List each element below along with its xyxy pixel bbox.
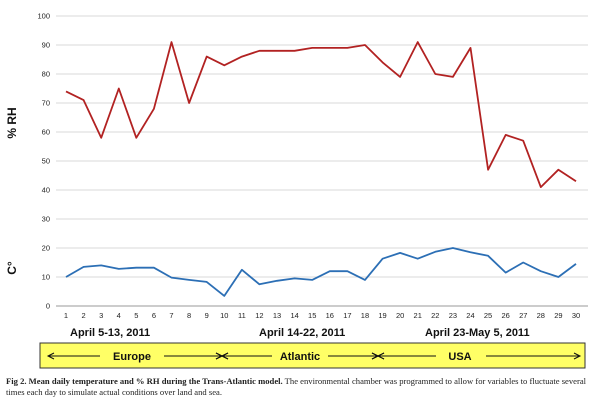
x-tick-label: 5 — [134, 311, 138, 320]
region-label-europe: Europe — [113, 351, 151, 363]
y-tick-label: 60 — [42, 128, 50, 137]
y-tick-label: 20 — [42, 244, 50, 253]
x-tick-label: 21 — [414, 311, 422, 320]
x-tick-label: 27 — [519, 311, 527, 320]
x-tick-label: 2 — [82, 311, 86, 320]
period-label-1: April 5-13, 2011 — [70, 327, 150, 339]
y-tick-labels: 0 10 20 30 40 50 60 70 80 90 100 — [37, 12, 50, 311]
y-tick-label: 10 — [42, 273, 50, 282]
series-lines — [65, 41, 577, 297]
x-tick-label: 26 — [501, 311, 509, 320]
x-tick-label: 28 — [537, 311, 545, 320]
region-atlantic: Atlantic — [280, 351, 320, 363]
series-line-temp — [65, 247, 577, 297]
x-tick-label: 22 — [431, 311, 439, 320]
y-tick-label: 0 — [46, 302, 50, 311]
x-tick-label: 4 — [117, 311, 121, 320]
region-boundary-marker — [215, 352, 229, 360]
region-usa: USA — [448, 351, 471, 363]
x-tick-label: 3 — [99, 311, 103, 320]
x-tick-label: 6 — [152, 311, 156, 320]
x-tick-label: 14 — [290, 311, 298, 320]
y-tick-label: 100 — [37, 12, 50, 21]
figure-caption: Fig 2. Mean daily temperature and % RH d… — [6, 376, 596, 397]
gridlines — [56, 15, 588, 278]
caption-text: The environmental chamber was programmed… — [6, 376, 587, 397]
x-tick-label: 20 — [396, 311, 404, 320]
x-tick-label: 11 — [238, 311, 246, 320]
x-tick-label: 7 — [169, 311, 173, 320]
region-label-usa: USA — [448, 351, 471, 363]
x-tick-label: 1 — [64, 311, 68, 320]
x-tick-label: 12 — [255, 311, 263, 320]
x-tick-label: 19 — [378, 311, 386, 320]
x-tick-label: 13 — [273, 311, 281, 320]
y-tick-label: 50 — [42, 157, 50, 166]
region-bar: Europe Atlantic USA — [39, 342, 586, 369]
x-tick-label: 8 — [187, 311, 191, 320]
period-label-2: April 14-22, 2011 — [259, 327, 345, 339]
region-europe: Europe — [113, 351, 151, 363]
x-tick-label: 9 — [205, 311, 209, 320]
caption-title: Fig 2. Mean daily temperature and % RH d… — [6, 376, 283, 386]
region-arrowhead — [46, 352, 55, 360]
x-tick-label: 16 — [326, 311, 334, 320]
y-axis-label-temp: C° — [5, 261, 19, 275]
x-tick-label: 10 — [220, 311, 228, 320]
region-arrowhead — [573, 352, 582, 360]
y-tick-label: 90 — [42, 41, 50, 50]
x-tick-label: 24 — [466, 311, 474, 320]
y-tick-label: 80 — [42, 70, 50, 79]
region-arrows — [46, 352, 582, 360]
y-tick-label: 70 — [42, 99, 50, 108]
x-tick-label: 30 — [572, 311, 580, 320]
x-tick-label: 29 — [554, 311, 562, 320]
x-tick-label: 23 — [449, 311, 457, 320]
x-tick-labels: 1 2 3 4 5 6 7 8 9 10 11 12 13 14 15 16 17 18 19 20 21 22 23 24 2… — [64, 311, 580, 320]
y-tick-label: 40 — [42, 186, 50, 195]
period-label-3: April 23-May 5, 2011 — [425, 327, 530, 339]
y-axis-label-rh: % RH — [5, 107, 19, 138]
x-tick-label: 15 — [308, 311, 316, 320]
x-tick-label: 17 — [343, 311, 351, 320]
series-line-rh — [65, 41, 577, 189]
region-label-atlantic: Atlantic — [280, 351, 320, 363]
x-tick-label: 18 — [361, 311, 369, 320]
region-boundary-marker — [371, 352, 385, 360]
y-tick-label: 30 — [42, 215, 50, 224]
x-tick-label: 25 — [484, 311, 492, 320]
